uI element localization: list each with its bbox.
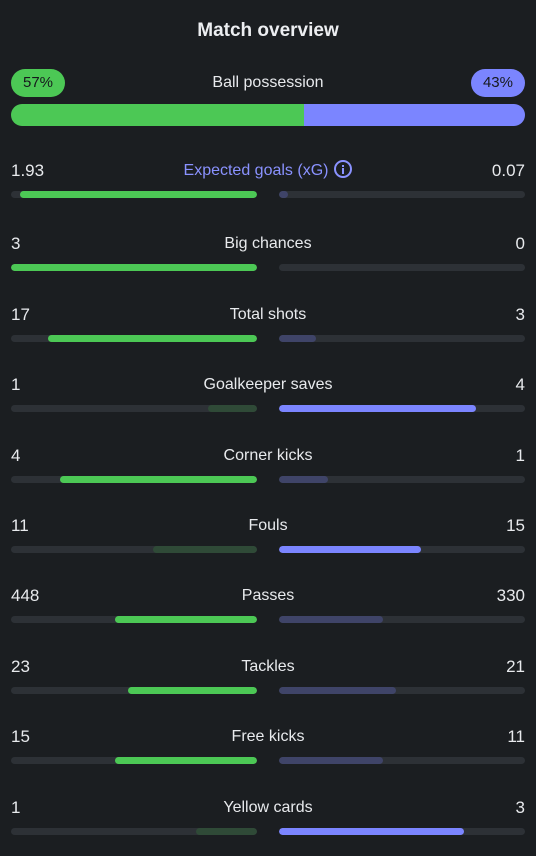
away-bar-track <box>279 828 525 835</box>
away-bar-track <box>279 191 525 198</box>
home-value: 23 <box>11 657 30 676</box>
home-bar-fill <box>152 546 257 553</box>
home-bar-track <box>11 828 257 835</box>
stat-row-yellow-cards: 1 Yellow cards 3 <box>11 797 525 837</box>
stat-row-tackles: 23 Tackles 21 <box>11 656 525 696</box>
stat-row-corner-kicks: 4 Corner kicks 1 <box>11 445 525 485</box>
info-icon[interactable] <box>334 160 353 178</box>
home-bar-track <box>11 191 257 198</box>
stat-label-text: Fouls <box>248 517 288 534</box>
home-possession-badge: 57% <box>11 69 66 97</box>
home-value: 17 <box>11 305 30 324</box>
home-value: 11 <box>11 516 29 535</box>
stat-label: Big chances <box>11 233 525 255</box>
stat-label-text: Passes <box>241 587 295 604</box>
stat-label-text: Goalkeeper saves <box>203 376 333 393</box>
away-value: 3 <box>515 305 525 324</box>
possession-bar-home <box>11 104 304 126</box>
home-value: 4 <box>11 446 21 465</box>
home-bar-fill <box>11 264 257 271</box>
away-bar-fill <box>279 757 384 764</box>
away-value: 1 <box>515 446 525 465</box>
stat-label: Fouls <box>11 515 525 537</box>
away-bar-track <box>279 335 525 342</box>
possession-label: Ball possession <box>212 74 324 91</box>
away-bar-track <box>279 546 525 553</box>
away-bar-fill <box>279 616 384 623</box>
home-value: 1.93 <box>11 161 45 180</box>
away-bar-track <box>279 476 525 483</box>
away-value: 330 <box>496 586 525 605</box>
away-value: 15 <box>506 516 525 535</box>
possession-header: 57% Ball possession 43% <box>11 69 525 97</box>
away-bar-track <box>279 687 525 694</box>
home-value: 15 <box>11 727 30 746</box>
home-bar-fill <box>207 405 257 412</box>
home-value: 3 <box>11 234 21 253</box>
stat-label[interactable]: Expected goals (xG) <box>11 160 525 182</box>
away-value: 11 <box>507 727 525 746</box>
stat-label-text: Expected goals (xG) <box>183 162 329 179</box>
home-bar-fill <box>195 828 257 835</box>
away-bar-track <box>279 264 525 271</box>
away-bar-fill <box>279 335 316 342</box>
home-value: 1 <box>11 798 21 817</box>
home-bar-fill <box>115 616 257 623</box>
away-bar-track <box>279 616 525 623</box>
away-bar-fill <box>279 405 476 412</box>
home-bar-track <box>11 335 257 342</box>
away-bar-fill <box>279 828 464 835</box>
stat-label: Tackles <box>11 656 525 678</box>
away-bar-fill <box>279 476 329 483</box>
stat-label-text: Free kicks <box>231 728 305 745</box>
stat-label-text: Total shots <box>229 306 307 323</box>
home-bar-track <box>11 616 257 623</box>
stat-label-text: Tackles <box>241 658 295 675</box>
away-value: 0 <box>515 234 525 253</box>
home-bar-track <box>11 757 257 764</box>
possession-bar <box>11 104 525 126</box>
away-value: 4 <box>515 375 525 394</box>
stat-row-goalkeeper-saves: 1 Goalkeeper saves 4 <box>11 374 525 414</box>
home-bar-track <box>11 405 257 412</box>
stat-label: Corner kicks <box>11 445 525 467</box>
stat-row-passes: 448 Passes 330 <box>11 585 525 625</box>
away-value: 0.07 <box>491 161 525 180</box>
away-bar-track <box>279 405 525 412</box>
stat-label: Passes <box>11 585 525 607</box>
stat-label: Total shots <box>11 304 525 326</box>
stat-label: Free kicks <box>11 726 525 748</box>
stat-label: Goalkeeper saves <box>11 374 525 396</box>
away-bar-fill <box>279 687 397 694</box>
home-bar-track <box>11 476 257 483</box>
home-value: 1 <box>11 375 21 394</box>
stat-row-total-shots: 17 Total shots 3 <box>11 304 525 344</box>
stat-row-expected-goals: 1.93 Expected goals (xG) 0.07 <box>11 160 525 200</box>
home-bar-fill <box>115 757 257 764</box>
home-value: 448 <box>11 586 40 605</box>
stat-row-big-chances: 3 Big chances 0 <box>11 233 525 273</box>
stat-label-text: Big chances <box>224 235 312 252</box>
home-bar-track <box>11 546 257 553</box>
stat-row-free-kicks: 15 Free kicks 11 <box>11 726 525 766</box>
panel-title: Match overview <box>197 20 339 41</box>
home-bar-fill <box>47 335 257 342</box>
stat-row-fouls: 11 Fouls 15 <box>11 515 525 555</box>
possession-bar-away <box>303 104 525 126</box>
home-bar-fill <box>19 191 257 198</box>
away-bar-fill <box>279 191 288 198</box>
stat-label-text: Corner kicks <box>223 447 313 464</box>
away-bar-fill <box>279 546 421 553</box>
away-value: 21 <box>506 657 525 676</box>
stat-label: Yellow cards <box>11 797 525 819</box>
home-bar-track <box>11 264 257 271</box>
home-bar-fill <box>128 687 257 694</box>
home-bar-fill <box>60 476 257 483</box>
away-possession-badge: 43% <box>470 69 525 97</box>
stat-label-text: Yellow cards <box>223 799 313 816</box>
away-bar-track <box>279 757 525 764</box>
away-value: 3 <box>515 798 525 817</box>
home-bar-track <box>11 687 257 694</box>
